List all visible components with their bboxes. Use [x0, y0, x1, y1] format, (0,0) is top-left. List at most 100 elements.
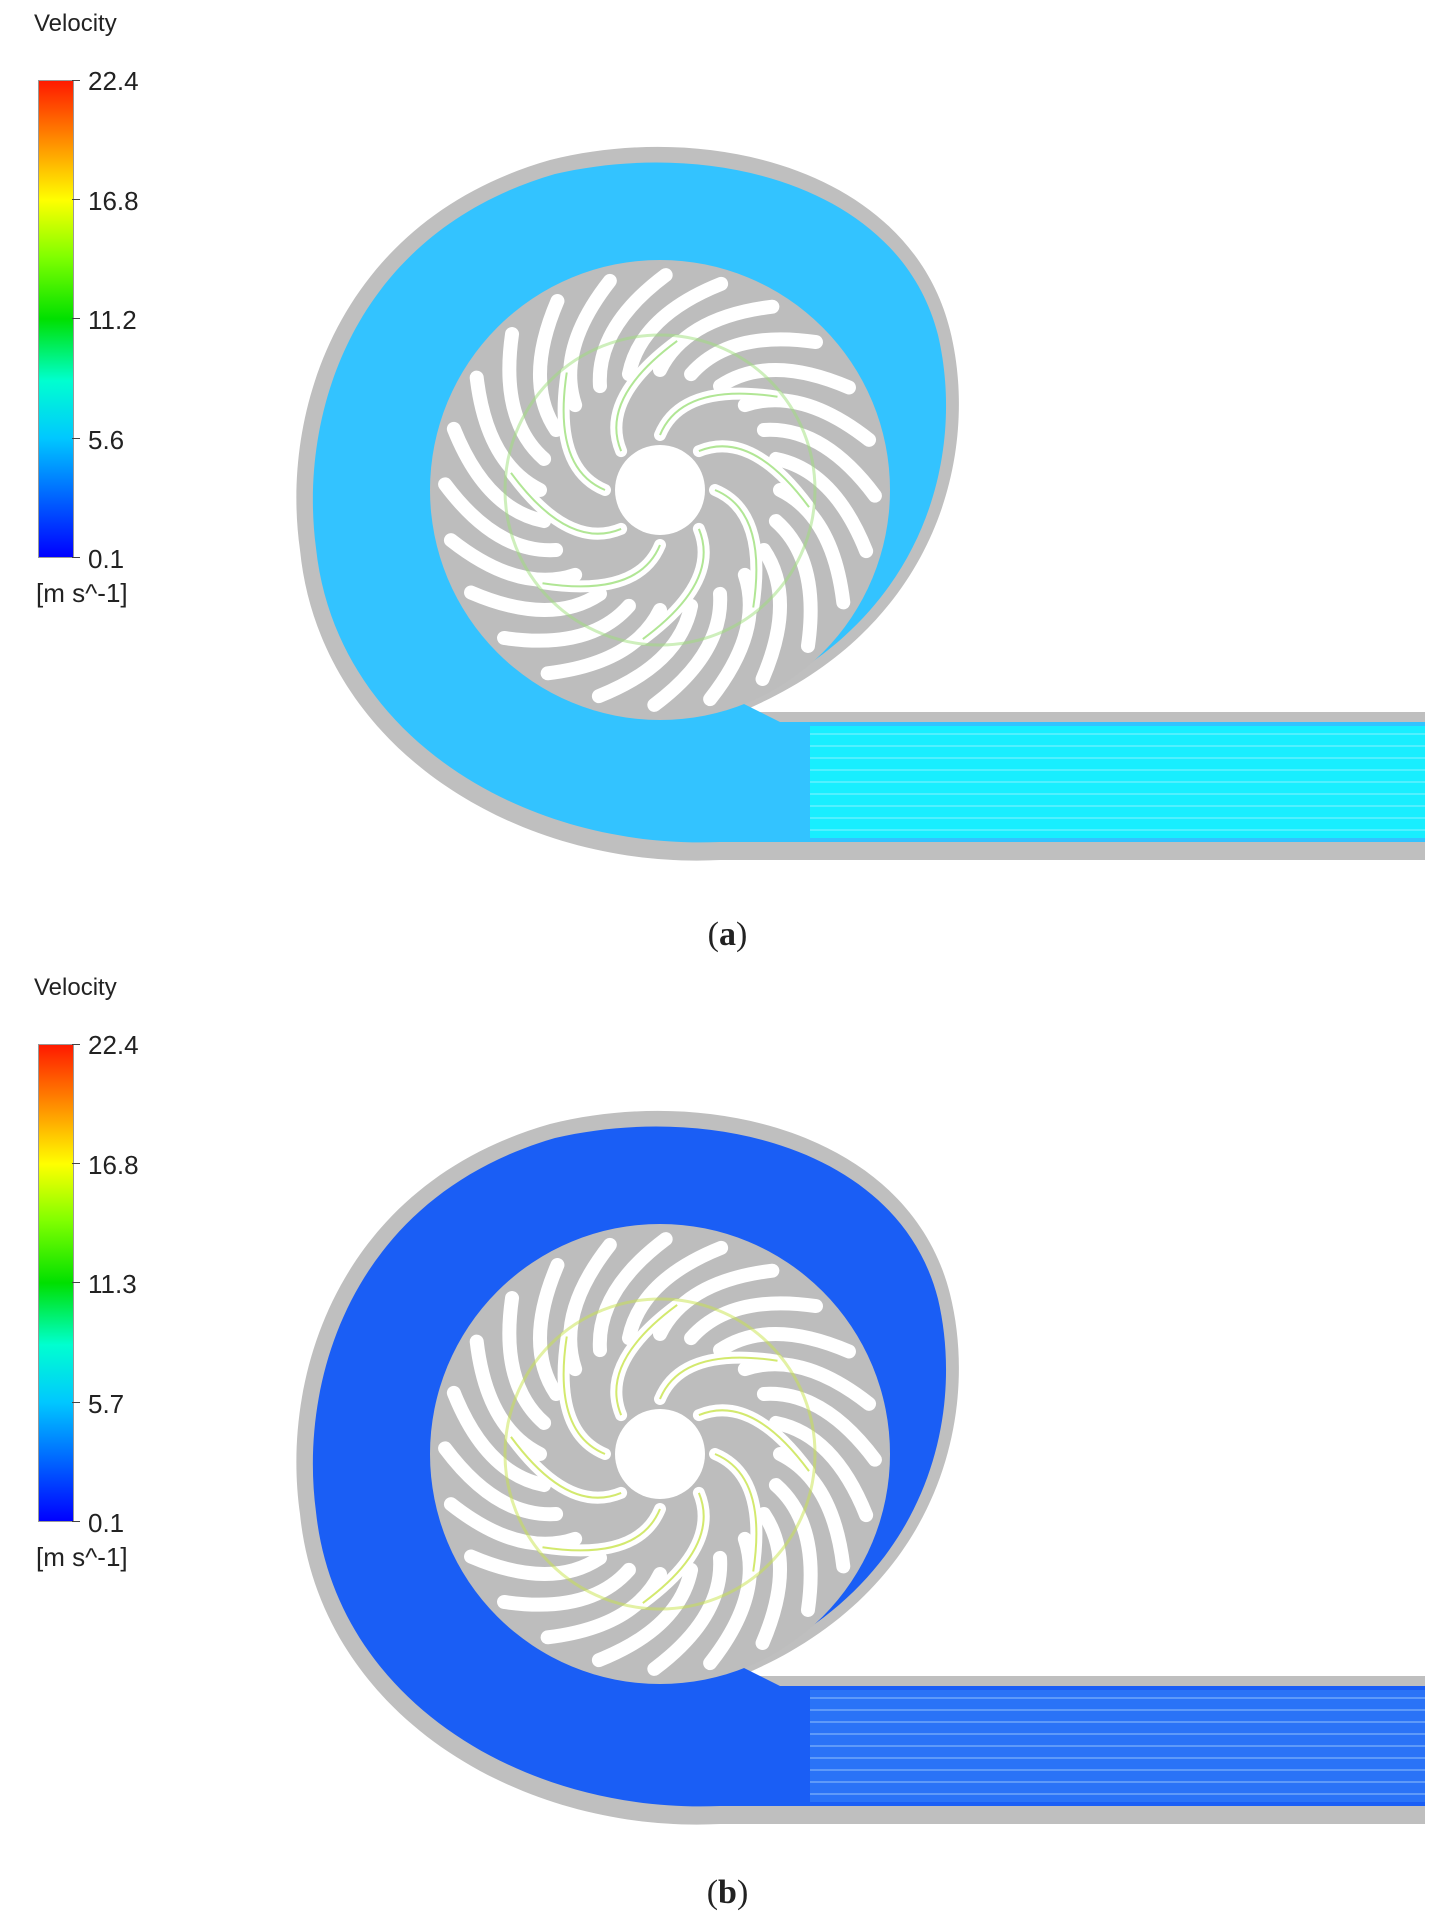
blade-passage [756, 422, 882, 503]
caption-b: (b) [0, 1874, 1455, 1912]
blade-passage [653, 299, 780, 377]
blade-passage [497, 1562, 636, 1612]
blade-passage [540, 603, 667, 681]
impeller-streamline [659, 1356, 778, 1400]
blade-passage [592, 268, 673, 394]
impeller-streamline [562, 372, 606, 491]
impeller-streamline [698, 1409, 810, 1472]
blade-passage [621, 276, 729, 382]
blade-passage [563, 273, 617, 413]
impeller-streamline [510, 1436, 622, 1499]
legend-title: Velocity [34, 974, 117, 1001]
tick-mark [72, 1044, 80, 1045]
blade-passage [532, 1258, 565, 1401]
blade-passage [647, 586, 728, 712]
blade-passage [591, 598, 699, 704]
blade-passage [768, 1478, 818, 1617]
tick-label: 16.8 [88, 1150, 139, 1180]
blade-passage [737, 393, 877, 447]
tick-mark [72, 1163, 80, 1164]
blade-passage [713, 1326, 856, 1359]
panel-a: Velocity 22.4 16.8 11.2 5.6 0.1 [m s^-1]… [0, 0, 1455, 960]
tick-label: 22.4 [88, 66, 139, 96]
impeller-ring-streamline [503, 1297, 817, 1611]
blade-passage [773, 483, 851, 610]
tick-label: 0.1 [88, 1508, 125, 1538]
caption-letter: b [718, 1874, 737, 1911]
blade-passage [653, 1263, 780, 1341]
tick-mark [72, 1402, 80, 1403]
impeller-streamline [714, 1453, 758, 1572]
velocity-colorbar [38, 80, 74, 558]
legend-title: Velocity [34, 10, 117, 37]
tick-label: 16.8 [88, 186, 139, 216]
caption-open: ( [706, 1874, 719, 1911]
blade-passage [768, 451, 874, 559]
blade-passage [755, 1507, 788, 1650]
units-label: [m s^-1] [36, 578, 128, 608]
impeller-streamline [714, 489, 758, 608]
blade-passage [768, 514, 818, 653]
blade-passage [497, 598, 636, 648]
blade-passage [768, 1415, 874, 1523]
streamline-plot [296, 1110, 1425, 1825]
blade-passage [591, 1562, 699, 1668]
blade-passage [502, 1291, 552, 1430]
blade-passage [684, 332, 823, 382]
tick-mark [72, 438, 80, 439]
impeller-streamline [562, 1336, 606, 1455]
blade-passage [443, 1497, 583, 1551]
impeller-streamline [698, 445, 810, 508]
tick-mark [72, 318, 80, 319]
blade-passage [773, 1447, 851, 1574]
blade-passage [446, 1385, 552, 1493]
tick-label: 11.3 [88, 1269, 137, 1299]
tick-label: 0.1 [88, 544, 125, 574]
tick-label: 5.7 [88, 1389, 125, 1419]
impeller-ring-streamline [503, 333, 817, 647]
velocity-colorbar [38, 1044, 74, 1522]
blade-passage [563, 1237, 617, 1377]
panel-b: Velocity 22.4 16.8 11.3 5.7 0.1 [m s^-1]… [0, 964, 1455, 1928]
tick-mark [72, 80, 80, 81]
blade-passage [443, 533, 583, 587]
impeller-streamline [542, 1508, 661, 1552]
caption-letter: a [719, 916, 736, 953]
blade-passage [532, 294, 565, 437]
blade-passage [737, 1357, 877, 1411]
units-label: [m s^-1] [36, 1542, 128, 1572]
tick-label: 11.2 [88, 305, 137, 335]
tick-label: 5.6 [88, 425, 125, 455]
impeller-streamline [615, 340, 678, 452]
streamline-plot [296, 146, 1425, 861]
blade-passage [756, 1386, 882, 1467]
impeller-streamline [659, 392, 778, 436]
blade-passage [755, 543, 788, 686]
blade-passage [647, 1550, 728, 1676]
blade-passage [438, 1441, 564, 1522]
blade-passage [469, 1334, 547, 1461]
tick-mark [72, 199, 80, 200]
blade-passage [684, 1296, 823, 1346]
blade-passage [446, 421, 552, 529]
blade-passage [703, 567, 757, 707]
impeller-streamline [542, 544, 661, 588]
impeller-streamline [510, 472, 622, 535]
blade-passage [464, 1549, 607, 1582]
caption-a: (a) [0, 916, 1455, 954]
caption-open: ( [707, 916, 719, 953]
hub-opening [615, 445, 705, 535]
tick-mark [72, 1282, 80, 1283]
caption-close: ) [736, 916, 748, 953]
hub-opening [615, 1409, 705, 1499]
blade-passage [592, 1232, 673, 1358]
blade-passage [713, 362, 856, 395]
impeller-streamline [615, 1304, 678, 1416]
blade-passage [438, 477, 564, 558]
tick-mark [72, 1521, 80, 1522]
blade-passage [540, 1567, 667, 1645]
blade-passage [621, 1240, 729, 1346]
blade-passage [502, 327, 552, 466]
tick-label: 22.4 [88, 1030, 139, 1060]
impeller-streamline [642, 528, 705, 640]
